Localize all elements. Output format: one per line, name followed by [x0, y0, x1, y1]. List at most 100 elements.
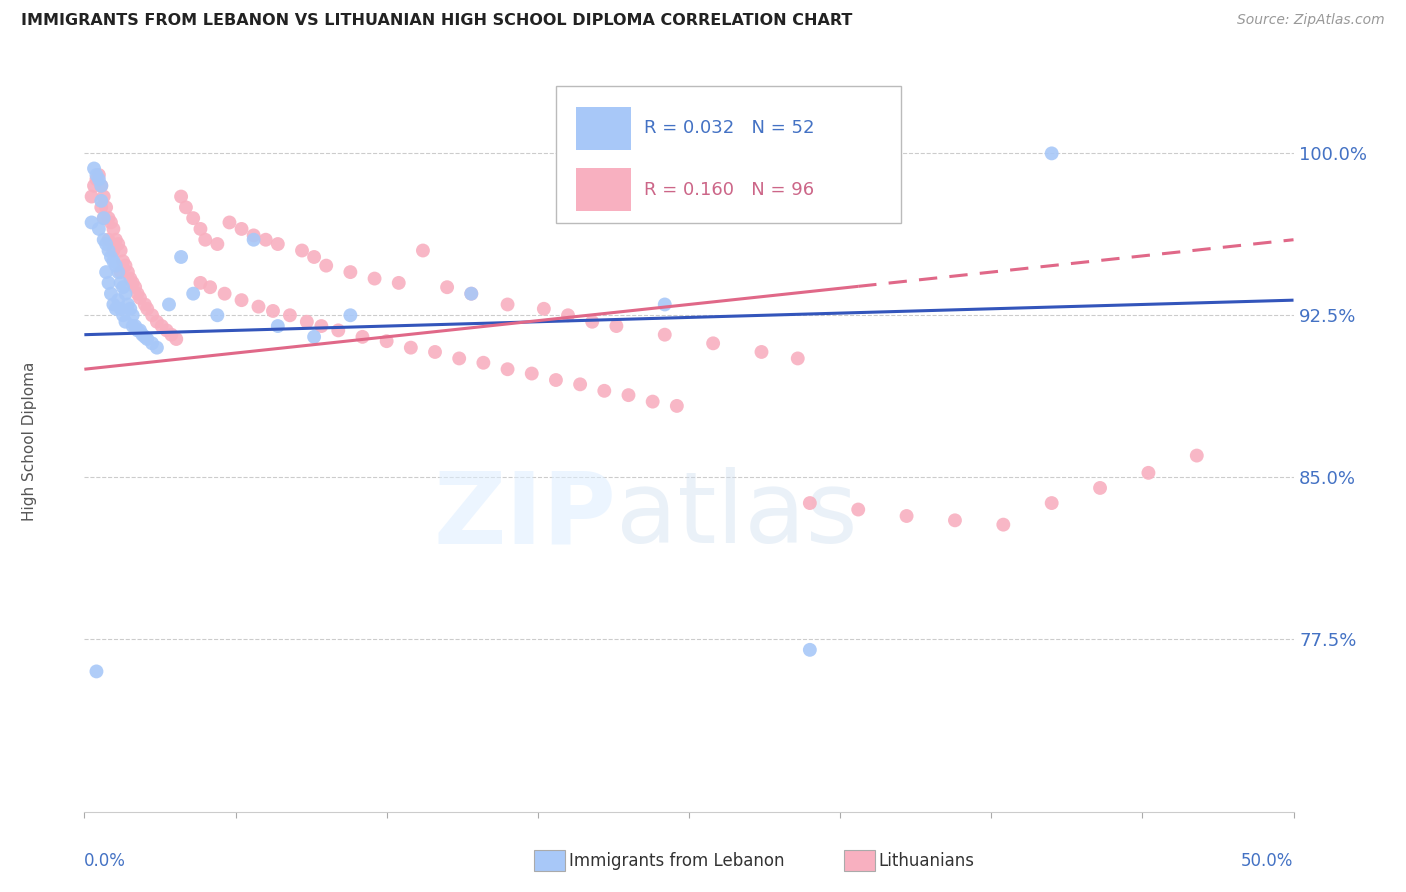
Point [1137, 466, 1160, 480]
Point [87, 222, 110, 236]
Point [170, 189, 193, 203]
Point [100, 286, 122, 301]
Point [412, 244, 434, 258]
Point [131, 327, 153, 342]
Point [165, 332, 187, 346]
Point [134, 297, 156, 311]
Point [124, 280, 146, 294]
Point [93, 189, 115, 203]
Point [121, 308, 143, 322]
Point [103, 222, 125, 236]
Point [160, 327, 183, 342]
Point [174, 200, 197, 214]
Point [254, 233, 277, 247]
Point [460, 286, 482, 301]
Point [214, 286, 236, 301]
Point [90, 178, 112, 193]
Point [302, 330, 325, 344]
Text: Source: ZipAtlas.com: Source: ZipAtlas.com [1237, 13, 1385, 28]
Text: R = 0.160   N = 96: R = 0.160 N = 96 [644, 181, 814, 199]
Point [112, 280, 135, 294]
Point [786, 351, 808, 366]
Point [302, 250, 325, 264]
Point [107, 265, 129, 279]
Point [93, 211, 115, 226]
Point [134, 330, 156, 344]
Point [190, 276, 212, 290]
Point [141, 308, 163, 322]
Point [170, 250, 193, 264]
Point [1088, 481, 1111, 495]
Point [363, 271, 385, 285]
Point [207, 237, 229, 252]
Text: 0.0%: 0.0% [84, 853, 127, 871]
Point [339, 265, 361, 279]
Point [617, 388, 640, 402]
Point [112, 254, 135, 268]
Text: atlas: atlas [616, 467, 858, 564]
Point [104, 259, 127, 273]
Point [112, 308, 135, 322]
Point [83, 161, 105, 176]
Point [90, 194, 112, 208]
Point [87, 168, 110, 182]
Point [127, 286, 149, 301]
Point [449, 351, 471, 366]
Point [114, 286, 136, 301]
Point [544, 373, 567, 387]
Point [100, 215, 122, 229]
Point [242, 233, 264, 247]
Point [110, 265, 132, 279]
Point [136, 301, 159, 316]
Point [97, 233, 120, 247]
Point [557, 308, 579, 322]
Point [157, 297, 180, 311]
Text: 50.0%: 50.0% [1241, 853, 1294, 871]
Point [90, 200, 112, 214]
Point [114, 315, 136, 329]
Point [472, 356, 495, 370]
Point [1040, 496, 1063, 510]
Point [520, 367, 543, 381]
Point [496, 297, 519, 311]
Point [104, 233, 127, 247]
Point [110, 276, 132, 290]
Point [146, 341, 169, 355]
Point [1040, 146, 1063, 161]
Point [496, 362, 519, 376]
Point [97, 276, 120, 290]
Point [114, 259, 136, 273]
Point [641, 394, 664, 409]
Point [94, 265, 117, 279]
Point [80, 189, 103, 203]
Point [231, 293, 253, 308]
Point [150, 319, 173, 334]
Point [146, 315, 169, 329]
FancyBboxPatch shape [576, 169, 631, 211]
Point [86, 665, 108, 679]
Point [247, 300, 270, 314]
Point [104, 301, 127, 316]
Point [388, 276, 411, 290]
Point [127, 323, 149, 337]
Text: High School Diploma: High School Diploma [22, 362, 38, 521]
Point [267, 319, 290, 334]
Point [121, 276, 143, 290]
Point [665, 399, 688, 413]
Point [141, 336, 163, 351]
Point [103, 254, 125, 268]
Point [103, 297, 125, 311]
Text: ZIP: ZIP [433, 467, 616, 564]
Text: Lithuanians: Lithuanians [879, 852, 974, 870]
Point [97, 244, 120, 258]
Point [110, 301, 132, 316]
Point [124, 319, 146, 334]
Point [291, 244, 314, 258]
Point [943, 513, 966, 527]
Point [533, 301, 555, 316]
Point [423, 345, 446, 359]
Point [93, 233, 115, 247]
Point [155, 323, 177, 337]
Point [231, 222, 253, 236]
Point [654, 327, 676, 342]
